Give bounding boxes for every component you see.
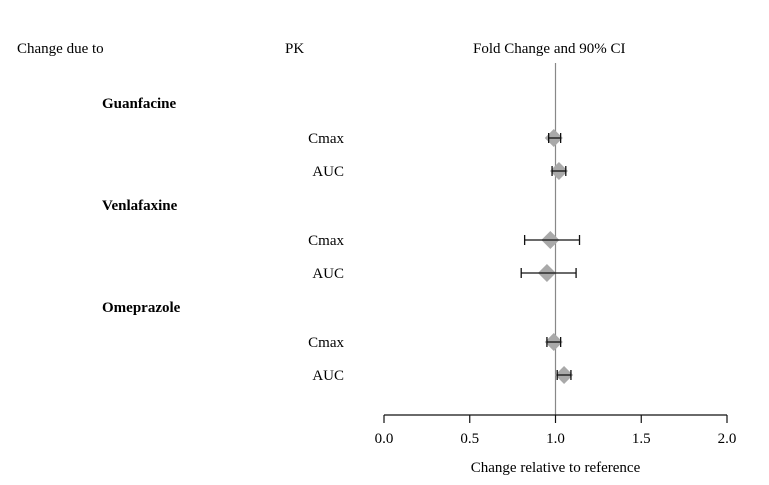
x-tick-label: 0.5: [460, 431, 479, 447]
header-pk: PK: [285, 41, 304, 57]
plot-area: Guanfacine Cmax AUC Venlafaxine Cmax AUC Omepr…: [102, 63, 736, 476]
pk-label: AUC: [312, 368, 344, 384]
pk-label: Cmax: [308, 335, 344, 351]
pk-label: Cmax: [308, 131, 344, 147]
pk-label: Cmax: [308, 233, 344, 249]
group-label: Guanfacine: [102, 96, 177, 112]
x-tick-label: 1.5: [632, 431, 651, 447]
x-tick-label: 1.0: [546, 431, 565, 447]
header-fold-change: Fold Change and 90% CI: [473, 41, 625, 57]
x-axis-label: Change relative to reference: [471, 460, 641, 476]
pk-label: AUC: [312, 266, 344, 282]
x-tick-label: 2.0: [718, 431, 737, 447]
group-label: Omeprazole: [102, 300, 181, 316]
x-tick-label: 0.0: [375, 431, 394, 447]
header-change-due-to: Change due to: [17, 41, 104, 57]
pk-label: AUC: [312, 164, 344, 180]
group-label: Venlafaxine: [102, 198, 178, 214]
